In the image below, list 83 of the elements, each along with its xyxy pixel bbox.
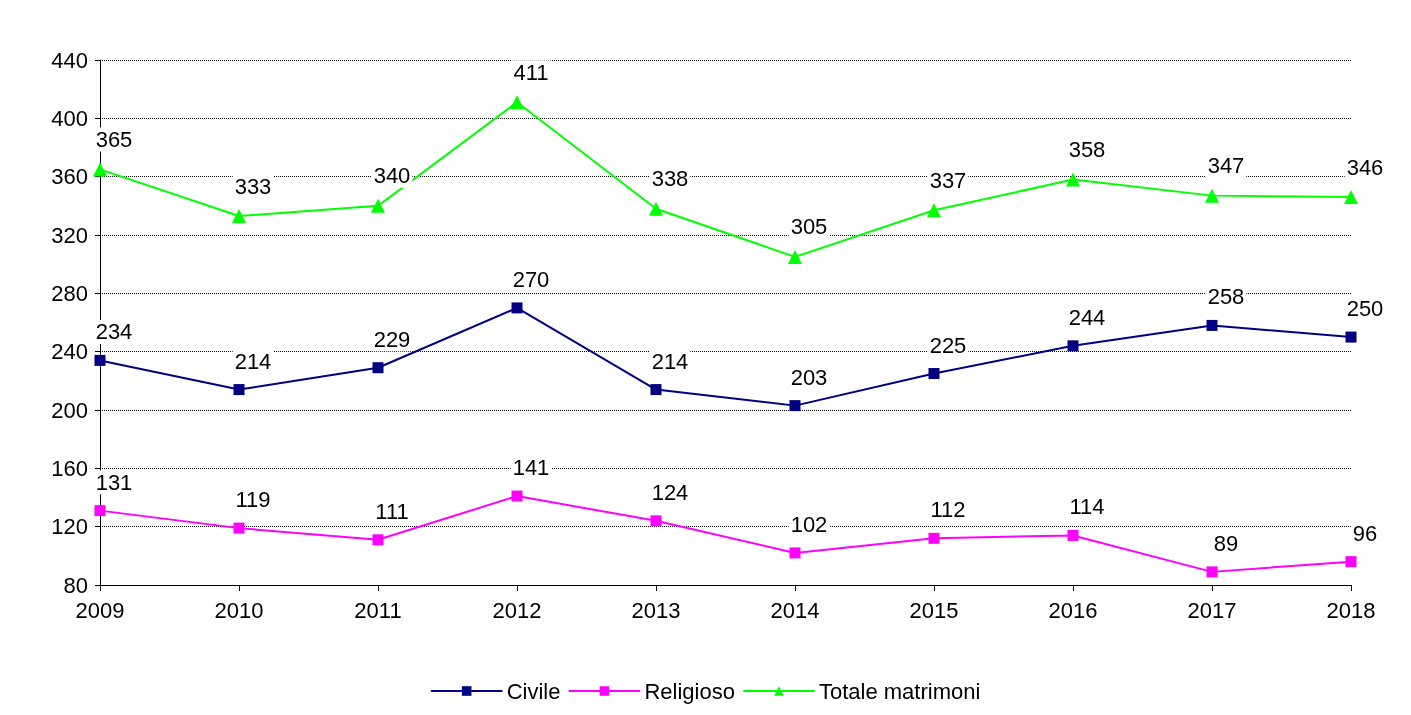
data-label: 141	[512, 455, 550, 481]
point	[789, 547, 801, 559]
y-tick-label: 320	[51, 222, 88, 248]
y-tick-label: 160	[51, 455, 88, 481]
data-label: 347	[1207, 153, 1245, 179]
data-label: 96	[1352, 520, 1378, 546]
data-label: 214	[234, 348, 272, 374]
x-tick-label: 2017	[1187, 597, 1237, 623]
point	[94, 354, 106, 366]
data-label: 337	[929, 167, 967, 193]
data-label: 358	[1068, 137, 1106, 163]
legend-label: Civile	[506, 678, 561, 704]
point	[372, 362, 384, 374]
point	[1344, 190, 1358, 205]
point	[1067, 529, 1079, 541]
data-label: 258	[1207, 284, 1245, 310]
y-tick-label: 280	[51, 280, 88, 306]
point	[789, 400, 801, 412]
point	[372, 534, 384, 546]
data-label: 365	[95, 126, 133, 152]
data-label: 214	[651, 348, 689, 374]
data-label: 338	[651, 166, 689, 192]
y-tick-label: 200	[51, 397, 88, 423]
data-label: 89	[1213, 530, 1239, 556]
data-label: 111	[375, 498, 409, 524]
data-label: 112	[930, 497, 966, 523]
point	[1206, 566, 1218, 578]
data-label: 234	[95, 319, 133, 345]
point	[927, 203, 941, 218]
x-tick-label: 2010	[214, 597, 264, 623]
point	[371, 198, 385, 213]
data-label: 102	[790, 511, 828, 537]
data-label: 250	[1346, 296, 1384, 322]
y-tick-label: 240	[51, 339, 88, 365]
data-label: 229	[373, 326, 411, 352]
data-label: 131	[95, 469, 133, 495]
point	[650, 515, 662, 527]
point	[94, 505, 106, 517]
y-tick-label: 80	[63, 572, 88, 598]
point	[788, 249, 802, 264]
point	[928, 532, 940, 544]
point	[232, 209, 246, 224]
point	[650, 384, 662, 396]
data-label: 346	[1346, 154, 1384, 180]
x-tick-label: 2014	[770, 597, 820, 623]
point	[511, 302, 523, 314]
data-label: 124	[651, 479, 689, 505]
point	[928, 368, 940, 380]
y-tick-label: 400	[51, 105, 88, 131]
x-tick-label: 2018	[1326, 597, 1376, 623]
point	[1206, 319, 1218, 331]
data-label: 340	[373, 163, 411, 189]
point	[1067, 340, 1079, 352]
point	[649, 201, 663, 216]
point	[93, 162, 107, 177]
data-label: 203	[790, 364, 828, 390]
y-tick-label: 440	[51, 47, 88, 73]
y-tick-label: 360	[51, 164, 88, 190]
legend-label: Totale matrimoni	[818, 678, 981, 704]
x-tick-label: 2009	[75, 597, 125, 623]
data-label: 270	[512, 266, 550, 292]
data-label: 244	[1068, 304, 1106, 330]
data-label: 305	[790, 214, 828, 240]
point	[1205, 188, 1219, 203]
point	[233, 384, 245, 396]
point	[1066, 172, 1080, 187]
x-tick-label: 2013	[631, 597, 681, 623]
data-label: 411	[513, 59, 549, 85]
point	[511, 490, 523, 502]
y-tick-label: 120	[51, 514, 88, 540]
data-label: 333	[234, 173, 272, 199]
x-tick-label: 2016	[1048, 597, 1098, 623]
legend-label: Religioso	[644, 678, 735, 704]
point	[233, 522, 245, 534]
point	[510, 95, 524, 110]
data-label: 225	[929, 332, 967, 358]
point	[1345, 556, 1357, 568]
data-label: 119	[235, 487, 271, 513]
point	[1345, 331, 1357, 343]
data-label: 114	[1069, 494, 1105, 520]
x-tick-label: 2015	[909, 597, 959, 623]
x-tick-label: 2011	[354, 597, 402, 623]
x-tick-label: 2012	[492, 597, 542, 623]
